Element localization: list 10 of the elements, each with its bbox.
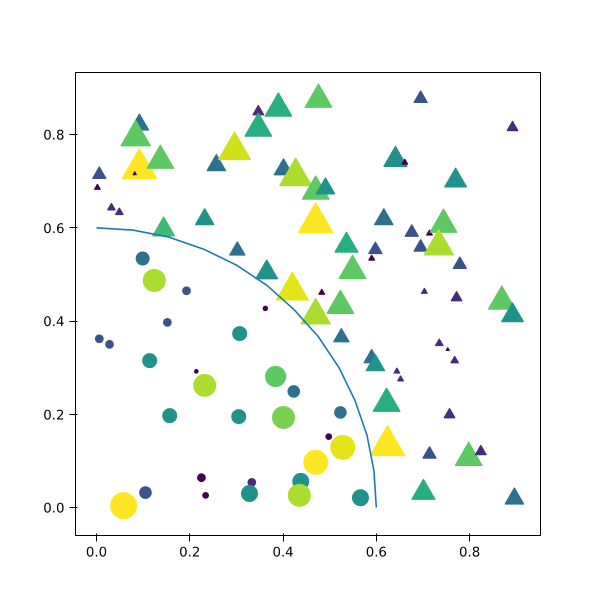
x-tick-label: 0.4 bbox=[272, 546, 294, 560]
y-tick-label: 0.6 bbox=[43, 222, 65, 237]
x-tick-label: 0.8 bbox=[459, 546, 480, 560]
y-tick-label: 0.2 bbox=[43, 408, 65, 424]
y-tick-label: 0.8 bbox=[43, 128, 65, 144]
y-tick-label: 0.0 bbox=[43, 502, 65, 517]
x-tick-label: 0.0 bbox=[86, 546, 108, 560]
x-tick-label: 0.2 bbox=[179, 546, 200, 560]
y-tick-label: 0.4 bbox=[43, 315, 65, 330]
x-tick-label: 0.6 bbox=[366, 546, 387, 560]
